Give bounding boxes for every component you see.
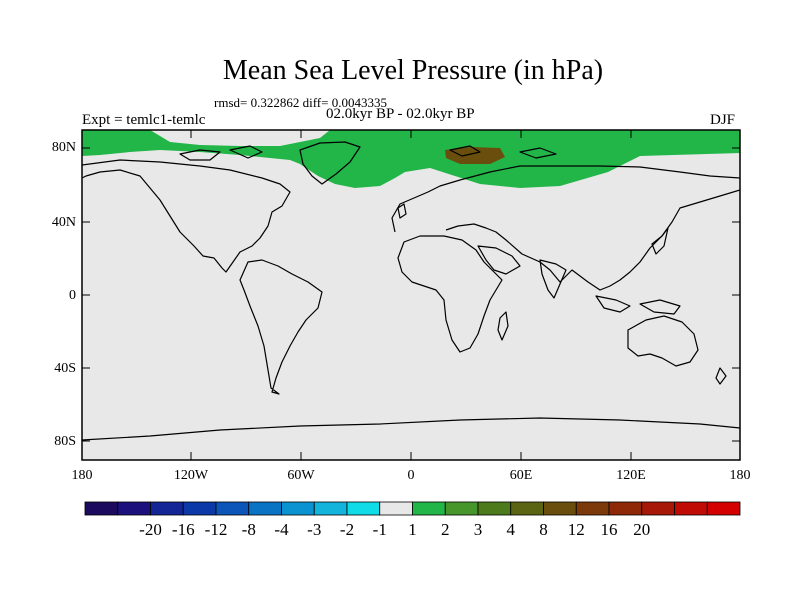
colorbar-box <box>575 501 610 516</box>
lon-label-120e: 120E <box>616 468 646 483</box>
colorbar-box <box>313 501 348 516</box>
lon-label-180w: 180 <box>71 468 93 483</box>
colorbar-box <box>412 501 446 516</box>
colorbar-label: 2 <box>441 520 450 539</box>
colorbar-box <box>150 501 184 516</box>
colorbar-label: -4 <box>274 520 289 539</box>
colorbar-box <box>706 501 741 516</box>
season-label: DJF <box>710 112 736 128</box>
colorbar-box <box>543 501 577 516</box>
stats-line: rmsd= 0.322862 diff= 0.0043335 <box>214 95 387 110</box>
colorbar-box <box>608 501 643 516</box>
colorbar-label: 16 <box>600 520 618 539</box>
colorbar-label: -8 <box>241 520 256 539</box>
colorbar-box <box>641 501 675 516</box>
lat-label-40s: 40S <box>54 361 76 376</box>
coastlines <box>82 141 740 441</box>
lon-label-60w: 60W <box>287 468 315 483</box>
lon-label-60e: 60E <box>509 468 533 483</box>
lon-label-120w: 120W <box>173 468 209 483</box>
colorbar-label: 12 <box>567 520 585 539</box>
lat-label-80s: 80S <box>54 434 76 449</box>
arctic-neutral-gap <box>150 130 330 146</box>
colorbar-label: 20 <box>633 520 651 539</box>
axis-ticks <box>82 130 740 460</box>
colorbar-box <box>674 501 708 516</box>
colorbar-label: 8 <box>539 520 548 539</box>
map-title: Mean Sea Level Pressure (in hPa) <box>222 55 604 86</box>
colorbar-label: -12 <box>204 520 228 539</box>
colorbar-label: -1 <box>372 520 387 539</box>
colorbar-box <box>117 501 151 516</box>
colorbar-box <box>281 501 315 516</box>
lat-label-80n: 80N <box>51 140 76 155</box>
lon-label-180e: 180 <box>729 468 751 483</box>
colorbar-box <box>84 501 119 516</box>
lat-label-40n: 40N <box>51 215 76 230</box>
colorbar-label: 1 <box>408 520 417 539</box>
colorbar-box <box>182 501 217 516</box>
colorbar-label: -3 <box>307 520 322 539</box>
colorbar-box <box>477 501 512 516</box>
experiment-label: Expt = temlc1-temlc <box>82 112 206 128</box>
colorbar <box>84 501 741 516</box>
colorbar-box <box>379 501 413 516</box>
colorbar-label: 3 <box>473 520 483 539</box>
colorbar-box <box>444 501 479 516</box>
colorbar-box <box>248 501 282 516</box>
colorbar-label: -20 <box>139 520 162 539</box>
colorbar-box <box>510 501 544 516</box>
colorbar-box <box>215 501 250 516</box>
max-anomaly-patch <box>445 147 505 164</box>
colorbar-label: -2 <box>339 520 355 539</box>
neutral-field <box>82 130 740 460</box>
colorbar-box <box>346 501 381 516</box>
map-field <box>82 130 740 460</box>
period-label: 02.0kyr BP - 02.0kyr BP <box>326 106 475 122</box>
colorbar-label: -16 <box>171 520 195 539</box>
lat-label-0: 0 <box>69 288 76 303</box>
lon-label-0: 0 <box>407 468 415 483</box>
colorbar-label: 4 <box>506 520 516 539</box>
